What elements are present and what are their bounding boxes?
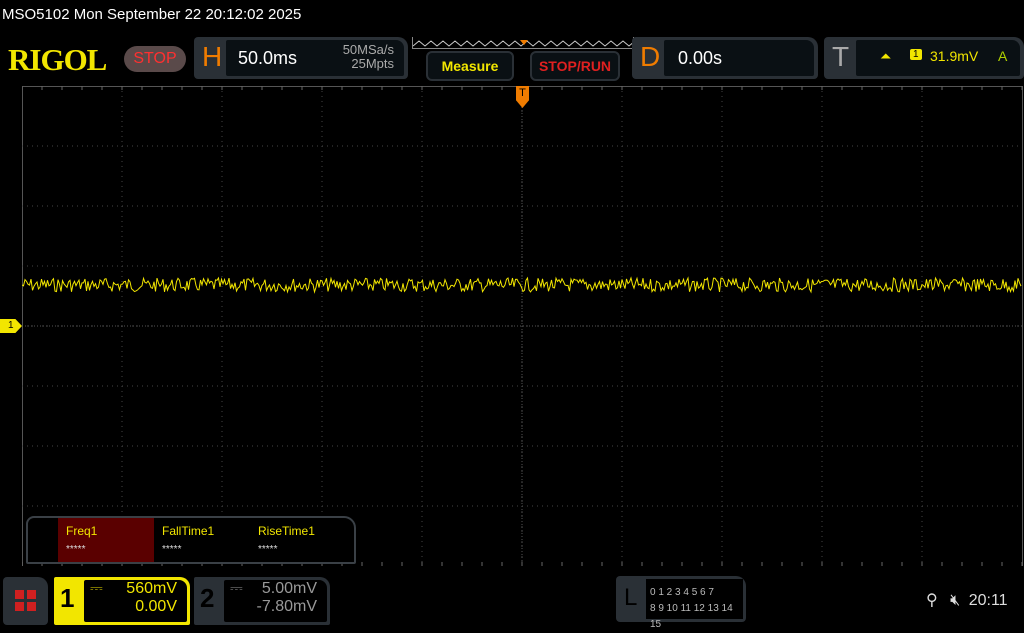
channel-offset: 0.00V (135, 598, 177, 615)
waveform-position-ruler (412, 37, 636, 49)
menu-button[interactable] (3, 577, 48, 625)
measurement-label: RiseTime1 (258, 524, 315, 538)
channel1-waveform (22, 276, 1022, 294)
memory-depth: 25Mpts (351, 56, 394, 71)
grid-menu-icon (15, 590, 36, 611)
delay-value: 0.00s (678, 48, 723, 68)
logic-channels-row1: 0 1 2 3 4 5 6 7 (650, 587, 714, 598)
rigol-logo: RIGOL (8, 42, 107, 77)
trigger-letter: T (832, 41, 850, 72)
channel-scale: 5.00mV (261, 580, 317, 597)
trigger-level: 31.9mV (930, 48, 979, 64)
channel1-marker[interactable]: 1 (0, 319, 22, 333)
horizontal-panel[interactable]: H 50.0ms 50MSa/s 25Mpts (194, 37, 408, 79)
measurement-falltime[interactable]: FallTime1 ***** (154, 518, 250, 562)
sample-rate: 50MSa/s (342, 42, 394, 57)
measurement-risetime[interactable]: RiseTime1 ***** (250, 518, 346, 562)
logic-panel[interactable]: L 0 1 2 3 4 5 6 7 8 9 10 11 12 13 14 15 (616, 576, 746, 630)
trigger-marker[interactable]: T (516, 86, 529, 108)
logic-channels-row2: 8 9 10 11 12 13 14 15 (650, 603, 733, 630)
channel-number: 2 (200, 583, 215, 613)
measurement-freq[interactable]: Freq1 ***** (58, 518, 154, 562)
channel1-panel[interactable]: 1 ⎓ 560mV 0.00V (54, 577, 190, 625)
mute-icon[interactable]: 🔇︎ (950, 592, 961, 609)
clock: 20:11 (968, 592, 1008, 609)
measurement-value: ***** (66, 544, 86, 555)
measure-button[interactable]: Measure (426, 51, 514, 81)
dc-coupling-icon: ⎓ (230, 580, 243, 597)
measurement-panel: Freq1 ***** FallTime1 ***** RiseTime1 ***** (26, 516, 356, 564)
measurement-value: ***** (258, 544, 278, 555)
delay-letter: D (640, 41, 661, 72)
trigger-mode: A (998, 48, 1008, 64)
logic-letter: L (624, 584, 638, 611)
horizontal-letter: H (202, 41, 223, 72)
usb-icon: ⚲ (926, 592, 938, 609)
channel-number: 1 (60, 583, 75, 613)
stop-run-button[interactable]: STOP/RUN (530, 51, 620, 81)
measurement-label: FallTime1 (162, 524, 215, 538)
status-bar: ⚲ 🔇︎ 20:11 (926, 590, 1008, 610)
run-state-badge: STOP (124, 46, 186, 72)
rising-edge-icon: ⏶ (880, 48, 892, 64)
trigger-source: 1 (910, 49, 922, 60)
channel2-panel[interactable]: 2 ⎓ 5.00mV -7.80mV (194, 577, 330, 625)
delay-panel[interactable]: D 0.00s (632, 37, 818, 79)
dc-coupling-icon: ⎓ (90, 580, 103, 597)
waveform-grid (22, 86, 1023, 566)
channel-offset: -7.80mV (256, 598, 317, 615)
measurement-label: Freq1 (66, 524, 98, 538)
timebase: 50.0ms (238, 48, 298, 68)
window-title: MSO5102 Mon September 22 20:12:02 2025 (2, 6, 302, 23)
trigger-panel[interactable]: T ⏶ 1 31.9mV A (824, 37, 1024, 79)
channel-scale: 560mV (126, 580, 177, 597)
measurement-value: ***** (162, 544, 182, 555)
